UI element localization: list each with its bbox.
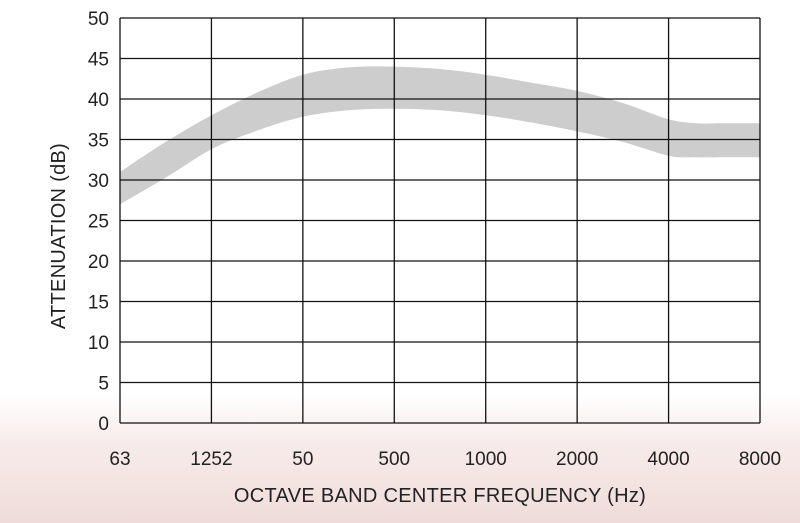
y-tick-label: 0 <box>98 414 109 435</box>
x-tick-labels: 63 1252 50 500 1000 2000 4000 8000 <box>109 449 781 470</box>
y-tick-labels: 0 5 10 15 20 25 30 35 40 45 50 <box>88 9 109 435</box>
x-tick-label: 63 <box>109 449 130 470</box>
attenuation-band-layer <box>120 66 760 205</box>
y-tick-label: 35 <box>88 131 109 152</box>
y-tick-label: 5 <box>98 374 109 395</box>
attenuation-range-band <box>120 66 760 205</box>
y-tick-label: 15 <box>88 293 109 314</box>
y-tick-label: 30 <box>88 171 109 192</box>
x-tick-label: 2000 <box>556 449 598 470</box>
x-tick-label: 8000 <box>739 449 781 470</box>
y-tick-label: 20 <box>88 252 109 273</box>
x-tick-label: 4000 <box>647 449 689 470</box>
y-tick-label: 10 <box>88 333 109 354</box>
y-tick-label: 25 <box>88 212 109 233</box>
grid-layer <box>119 17 761 424</box>
y-tick-label: 50 <box>88 9 109 30</box>
x-tick-label: 1252 <box>190 449 232 470</box>
y-tick-label: 45 <box>88 50 109 71</box>
y-tick-label: 40 <box>88 90 109 111</box>
x-axis-title: OCTAVE BAND CENTER FREQUENCY (Hz) <box>234 485 646 507</box>
y-axis-title: ATTENUATION (dB) <box>48 143 70 329</box>
x-tick-label: 1000 <box>465 449 507 470</box>
x-tick-label: 500 <box>378 449 410 470</box>
x-tick-label: 50 <box>292 449 313 470</box>
